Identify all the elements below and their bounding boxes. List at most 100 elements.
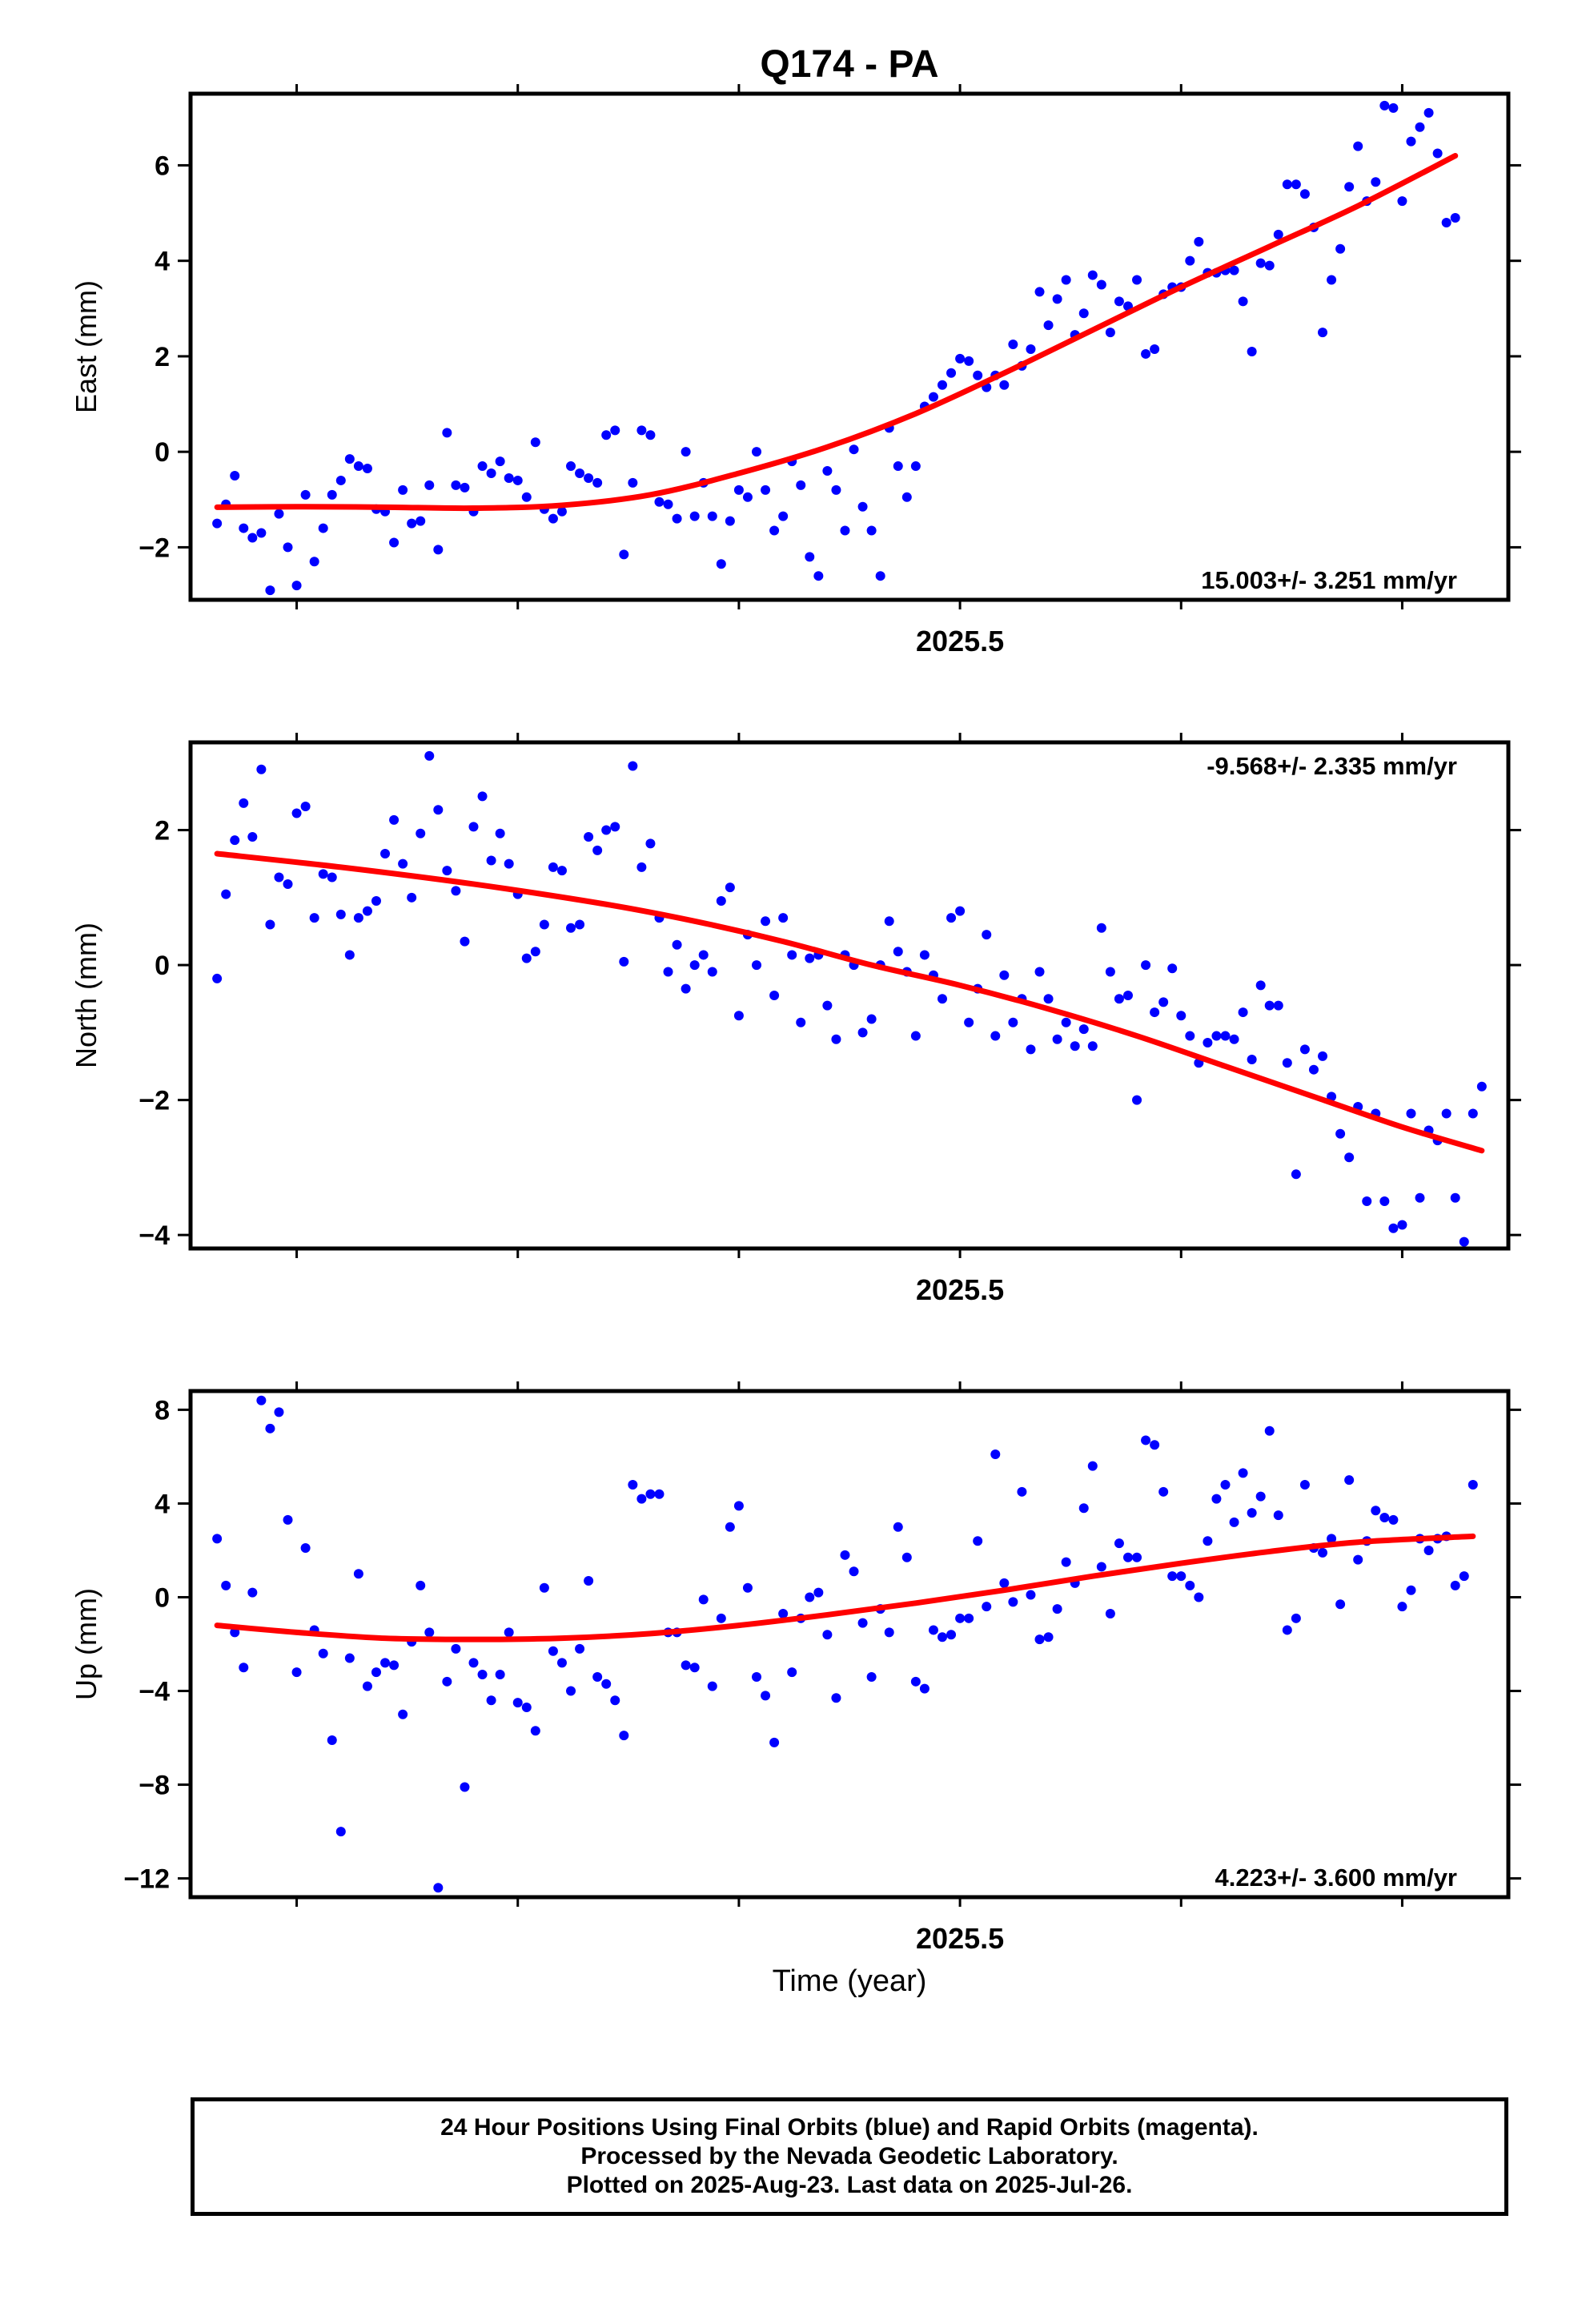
- north-data-point: [416, 828, 426, 838]
- up-data-point: [1185, 1580, 1195, 1590]
- up-data-point: [283, 1514, 293, 1525]
- east-data-point: [1043, 320, 1054, 331]
- east-data-point: [1034, 287, 1045, 297]
- chart-title: Q174 - PA: [760, 43, 938, 86]
- east-data-point: [460, 482, 470, 493]
- north-data-point: [663, 967, 673, 977]
- up-data-point: [849, 1566, 859, 1577]
- east-data-point: [575, 468, 585, 478]
- east-ylabel: East (mm): [70, 280, 102, 413]
- east-data-point: [707, 511, 717, 521]
- up-data-point: [1220, 1480, 1231, 1490]
- north-data-point: [982, 930, 992, 940]
- north-ytick-label: −4: [139, 1220, 170, 1251]
- up-data-point: [1158, 1486, 1169, 1497]
- east-data-point: [805, 552, 815, 562]
- north-data-point: [681, 983, 691, 994]
- north-data-point: [575, 919, 585, 930]
- north-data-point: [672, 939, 682, 950]
- east-data-point: [256, 528, 267, 538]
- up-data-point: [822, 1630, 833, 1640]
- east-data-point: [1229, 265, 1239, 275]
- up-data-point: [1318, 1547, 1328, 1558]
- up-data-point: [1114, 1538, 1124, 1549]
- north-data-point: [1255, 980, 1266, 991]
- east-data-point: [752, 447, 762, 457]
- footer-line-3: Plotted on 2025-Aug-23. Last data on 202…: [566, 2172, 1133, 2198]
- east-data-point: [283, 542, 293, 553]
- north-ytick-label: −2: [139, 1086, 170, 1116]
- north-data-point: [1247, 1055, 1257, 1065]
- north-data-point: [1203, 1037, 1213, 1047]
- east-data-point: [566, 461, 576, 472]
- north-data-point: [477, 791, 488, 802]
- north-data-point: [283, 879, 293, 889]
- up-data-point: [990, 1449, 1001, 1459]
- east-data-point: [584, 472, 594, 483]
- up-ylabel: Up (mm): [70, 1588, 102, 1700]
- up-data-point: [1122, 1552, 1133, 1562]
- east-data-point: [212, 518, 223, 529]
- up-data-point: [265, 1423, 275, 1433]
- up-data-point: [353, 1569, 363, 1579]
- east-data-point: [761, 485, 771, 495]
- north-data-point: [1238, 1007, 1248, 1018]
- east-data-point: [955, 353, 966, 364]
- east-data-point: [822, 466, 833, 476]
- up-data-point: [468, 1658, 479, 1668]
- east-data-point: [335, 475, 346, 485]
- north-xtick-label: 2025.5: [916, 1273, 1004, 1306]
- north-data-point: [1176, 1011, 1186, 1021]
- up-data-point: [521, 1703, 532, 1712]
- north-frame: [188, 740, 1511, 1251]
- north-data-point: [601, 825, 612, 835]
- north-data-point: [486, 855, 496, 866]
- north-data-point: [919, 950, 930, 960]
- east-data-point: [442, 428, 452, 438]
- up-data-point: [1150, 1440, 1160, 1450]
- north-data-point: [1299, 1044, 1310, 1055]
- east-ytick-label: 2: [155, 342, 170, 372]
- up-data-point: [584, 1576, 594, 1586]
- north-data-point: [521, 953, 532, 963]
- up-data-point: [556, 1658, 567, 1668]
- east-data-point: [521, 492, 532, 502]
- north-ylabel: North (mm): [70, 923, 102, 1068]
- up-data-point: [1299, 1480, 1310, 1490]
- east-data-point: [681, 447, 691, 457]
- east-data-point: [1150, 344, 1160, 354]
- up-data-point: [1078, 1503, 1089, 1514]
- north-data-point: [442, 866, 452, 876]
- up-data-point: [1026, 1590, 1036, 1600]
- up-data-point: [1087, 1461, 1098, 1471]
- north-data-point: [309, 913, 319, 923]
- up-data-point: [512, 1698, 523, 1708]
- north-data-point: [247, 831, 258, 842]
- up-data-point: [1371, 1506, 1381, 1516]
- east-data-point: [893, 461, 903, 472]
- north-data-point: [1158, 997, 1169, 1007]
- north-data-point: [1026, 1044, 1036, 1055]
- up-data-point: [1282, 1625, 1292, 1635]
- up-data-point: [1397, 1602, 1407, 1612]
- east-data-point: [1371, 177, 1381, 187]
- up-data-point: [239, 1663, 249, 1673]
- north-data-point: [353, 913, 363, 923]
- up-ytick-label: 0: [155, 1582, 170, 1613]
- up-data-point: [733, 1501, 744, 1511]
- up-data-point: [1194, 1592, 1204, 1602]
- east-ytick-label: 0: [155, 437, 170, 468]
- east-data-point: [433, 545, 444, 555]
- east-data-point: [1379, 100, 1390, 111]
- north-data-point: [1105, 967, 1115, 977]
- up-data-point: [256, 1395, 267, 1405]
- east-data-point: [1299, 189, 1310, 199]
- east-data-point: [1432, 148, 1443, 159]
- north-points: [212, 750, 1487, 1247]
- east-ytick-label: −2: [139, 533, 170, 563]
- north-data-point: [291, 808, 302, 818]
- north-data-point: [778, 913, 789, 923]
- up-data-point: [398, 1709, 408, 1719]
- up-data-point: [371, 1667, 381, 1678]
- up-data-point: [973, 1536, 983, 1546]
